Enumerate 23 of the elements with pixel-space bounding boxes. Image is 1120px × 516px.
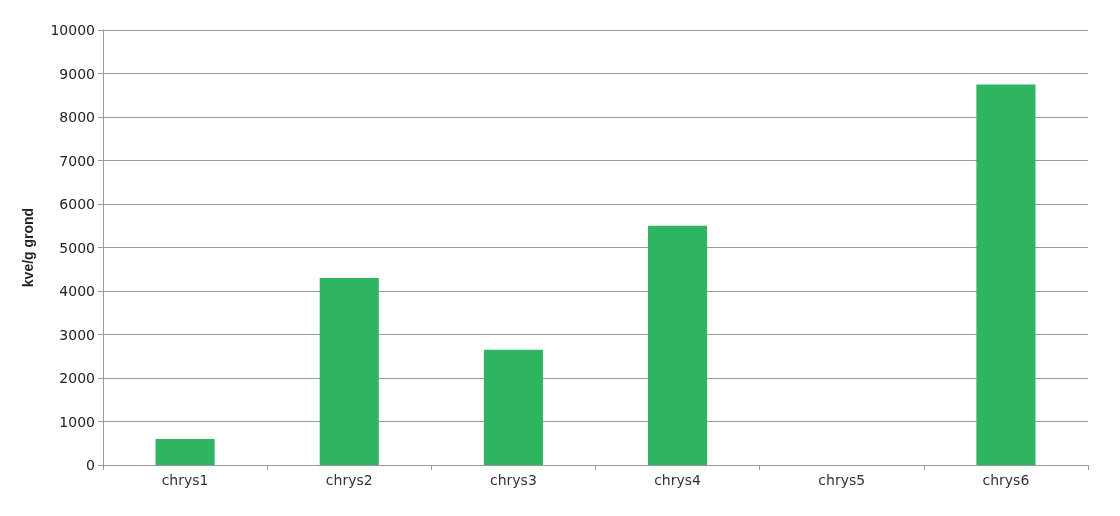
y-tick-label: 9000 [59,65,95,82]
x-tick-label: chrys1 [161,472,209,488]
x-tick-label: chrys6 [982,472,1030,488]
y-tick-label: 10000 [50,22,95,38]
x-tick-label: chrys4 [654,472,702,488]
bar [155,438,215,465]
x-tick-label: chrys2 [325,472,373,488]
y-tick-label: 6000 [59,196,95,212]
x-tick-label: chrys3 [490,472,537,488]
y-tick-label: 1000 [59,413,95,430]
y-tick-label: 3000 [59,326,95,343]
y-tick-label: 7000 [59,152,95,169]
y-tick-label: 4000 [59,283,95,299]
y-tick-label: 5000 [59,239,95,256]
y-tick-label: 2000 [59,370,95,386]
y-tick-label: 8000 [59,109,95,125]
y-axis-title: kve/g grond [20,207,36,288]
bar [648,225,708,465]
bar [483,349,543,465]
y-tick-label: 0 [86,457,95,473]
bar [319,277,379,465]
bar [976,84,1036,465]
x-tick-label: chrys5 [818,472,866,488]
